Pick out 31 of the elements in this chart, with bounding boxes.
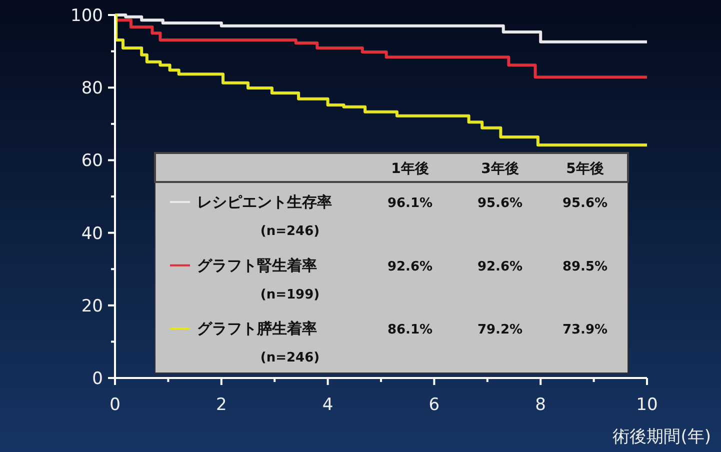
annotation: 96.1% xyxy=(387,196,433,211)
x-tick-label: 2 xyxy=(216,395,227,415)
annotation: 5年後 xyxy=(566,161,604,177)
annotation: 92.6% xyxy=(477,259,523,274)
annotation: 89.5% xyxy=(562,259,608,274)
legend-label: グラフト腎生着率 xyxy=(197,256,317,274)
x-tick-label: 10 xyxy=(636,395,658,415)
x-axis-title: 術後期間(年) xyxy=(612,427,711,447)
x-tick-label: 6 xyxy=(428,395,440,415)
legend-label: グラフト膵生着率 xyxy=(197,320,317,338)
annotation: (n=199) xyxy=(260,287,320,302)
y-tick-label: 40 xyxy=(81,224,103,244)
y-tick-label: 100 xyxy=(70,6,103,26)
annotation: 1年後 xyxy=(391,161,429,177)
x-tick-label: 4 xyxy=(322,395,334,415)
annotation: 95.6% xyxy=(562,196,608,211)
annotation: 79.2% xyxy=(477,322,523,338)
annotation: (n=246) xyxy=(260,350,320,366)
annotation: 73.9% xyxy=(562,322,608,338)
x-tick-label: 0 xyxy=(110,395,120,415)
legend-label: レシピエント生存率 xyxy=(197,193,332,211)
annotation: 92.6% xyxy=(387,259,433,274)
y-tick-label: 80 xyxy=(81,78,103,99)
y-tick-label: 60 xyxy=(81,151,103,172)
y-tick-label: 0 xyxy=(92,369,103,389)
y-tick-label: 20 xyxy=(81,296,103,316)
annotation: 86.1% xyxy=(387,322,433,338)
x-tick-label: 8 xyxy=(535,395,546,415)
annotation: 95.6% xyxy=(477,196,523,211)
annotation: (n=246) xyxy=(260,224,320,239)
annotation: 3年後 xyxy=(481,161,519,177)
